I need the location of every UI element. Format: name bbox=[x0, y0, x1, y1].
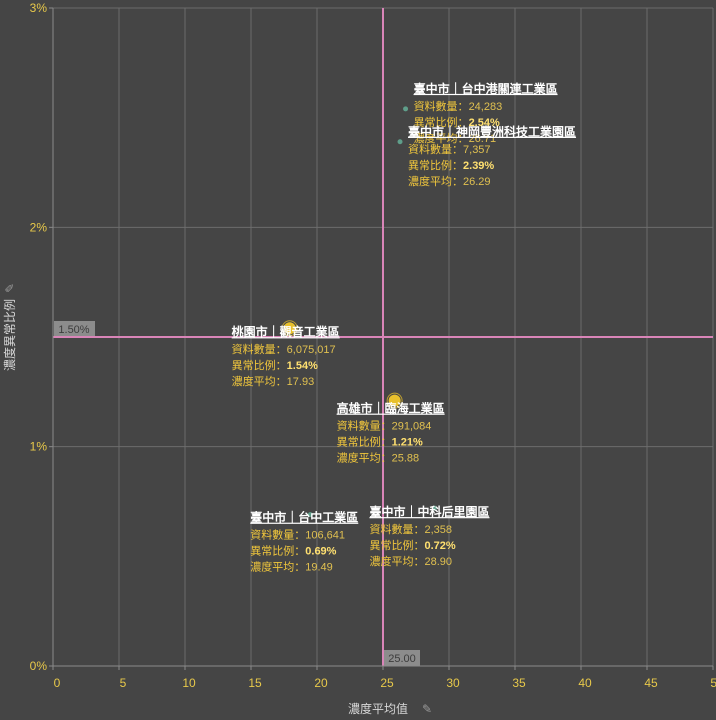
x-tick-label: 5 bbox=[120, 676, 127, 690]
x-tick-label: 40 bbox=[578, 676, 592, 690]
x-reference-label: 25.00 bbox=[388, 653, 416, 665]
x-reference-label-box bbox=[384, 650, 420, 666]
x-tick-label: 50 bbox=[710, 676, 716, 690]
data-point-halo bbox=[281, 320, 298, 337]
point-detail-label: 異常比例：2.54% bbox=[414, 115, 500, 129]
point-name-label: 高雄市｜臨海工業區 bbox=[337, 401, 445, 416]
y-reference-label-box bbox=[54, 321, 95, 336]
y-tick-label: 3% bbox=[30, 1, 48, 15]
x-tick-label: 25 bbox=[380, 676, 394, 690]
data-point[interactable] bbox=[397, 139, 403, 145]
point-detail-label: 資料數量：24,283 bbox=[414, 99, 503, 113]
y-tick-label: 2% bbox=[30, 220, 48, 234]
x-tick-label: 10 bbox=[182, 676, 196, 690]
x-tick-label: 20 bbox=[314, 676, 328, 690]
point-detail-label: 濃度平均：28.90 bbox=[369, 554, 452, 568]
point-detail-label: 資料數量：6,075,017 bbox=[232, 342, 336, 356]
data-point-halo bbox=[386, 392, 403, 409]
point-name-label: 臺中市｜台中工業區 bbox=[250, 510, 358, 525]
y-reference-label: 1.50% bbox=[58, 324, 89, 336]
point-detail-label: 濃度平均：19.49 bbox=[250, 560, 333, 574]
point-detail-label: 異常比例：1.21% bbox=[337, 435, 423, 449]
point-detail-label: 異常比例：0.72% bbox=[369, 538, 455, 552]
data-points[interactable] bbox=[281, 106, 437, 518]
point-name-label: 臺中市｜中科后里園區 bbox=[369, 504, 489, 519]
x-tick-label: 35 bbox=[512, 676, 526, 690]
point-detail-label: 濃度平均：26.71 bbox=[414, 131, 497, 145]
axes: 0 5 10 15 20 25 30 35 40 45 50 0% 1% 2% 3% bbox=[30, 1, 716, 690]
x-axis-pin-icon[interactable]: ✎ bbox=[422, 702, 432, 716]
point-detail-label: 資料數量：2,358 bbox=[369, 522, 452, 536]
point-name-label: 臺中市｜神岡豐洲科技工業園區 bbox=[408, 124, 576, 139]
data-point[interactable] bbox=[307, 512, 313, 518]
data-point[interactable] bbox=[431, 505, 437, 511]
x-tick-label: 15 bbox=[248, 676, 262, 690]
point-detail-label: 異常比例：2.39% bbox=[408, 158, 494, 172]
point-detail-label: 濃度平均：26.29 bbox=[408, 174, 491, 188]
y-axis-title: 濃度異常比例 bbox=[2, 299, 17, 371]
point-detail-label: 濃度平均：25.88 bbox=[337, 451, 420, 465]
reference-lines: 25.00 1.50% bbox=[53, 8, 713, 666]
y-tick-label: 0% bbox=[30, 659, 48, 673]
data-point[interactable] bbox=[283, 322, 296, 335]
point-detail-label: 異常比例：0.69% bbox=[250, 544, 336, 558]
y-axis-pin-icon[interactable]: ✎ bbox=[3, 283, 17, 293]
data-point[interactable] bbox=[388, 394, 401, 407]
x-tick-label: 45 bbox=[644, 676, 658, 690]
x-axis-title: 濃度平均值 bbox=[348, 701, 408, 716]
point-detail-label: 資料數量：291,084 bbox=[337, 419, 432, 433]
point-name-label: 臺中市｜台中港關連工業區 bbox=[414, 81, 558, 96]
x-tick-label: 0 bbox=[54, 676, 61, 690]
point-detail-label: 異常比例：1.54% bbox=[232, 358, 318, 372]
data-point[interactable] bbox=[403, 106, 409, 112]
point-detail-label: 資料數量：7,357 bbox=[408, 142, 491, 156]
point-detail-label: 濃度平均：17.93 bbox=[232, 374, 315, 388]
point-name-label: 桃園市｜觀音工業區 bbox=[232, 324, 340, 339]
y-tick-label: 1% bbox=[30, 440, 48, 454]
x-tick-label: 30 bbox=[446, 676, 460, 690]
point-detail-label: 資料數量：106,641 bbox=[250, 528, 345, 542]
